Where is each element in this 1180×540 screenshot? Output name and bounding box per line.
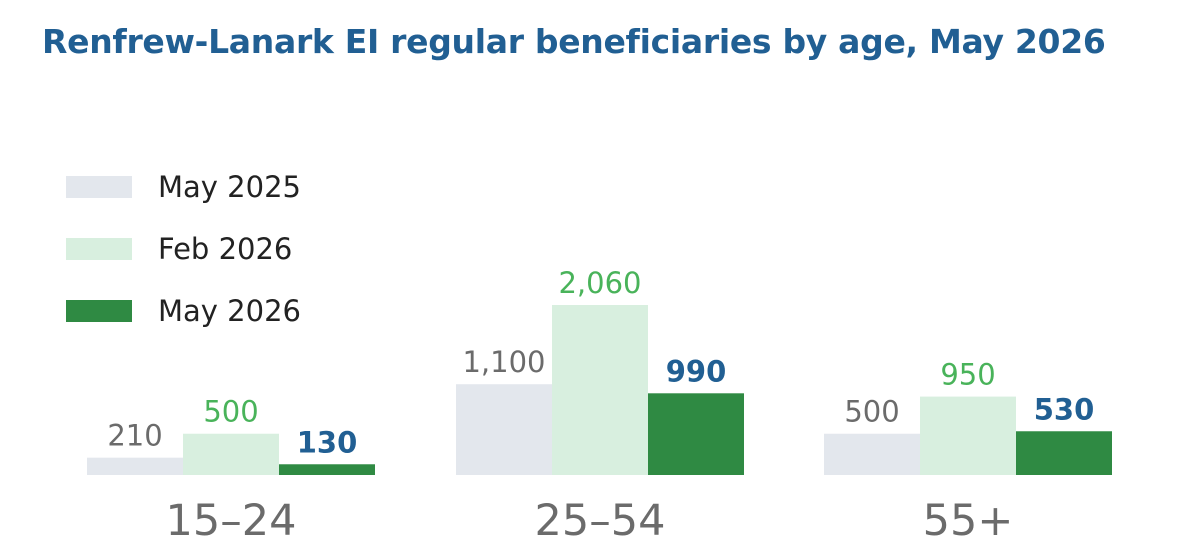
bar-3-1: [279, 464, 375, 475]
bar-3-3: [1016, 431, 1112, 475]
legend-label-2: Feb 2026: [158, 232, 292, 266]
value-label-1-2: 1,100: [462, 345, 545, 379]
chart-title: Renfrew-Lanark EI regular beneficiaries …: [42, 22, 1106, 61]
bar-2-2: [552, 305, 648, 475]
bar-1-3: [824, 433, 920, 475]
legend-swatch-1: [66, 176, 132, 198]
category-label-1: 15–24: [166, 496, 297, 540]
value-label-2-1: 500: [203, 395, 258, 429]
legend-swatch-2: [66, 238, 132, 260]
bar-2-1: [183, 433, 279, 475]
category-labels: 15–24 25–54 55+: [166, 496, 1014, 540]
value-label-2-3: 950: [940, 358, 995, 392]
value-label-3-2: 990: [666, 354, 727, 388]
value-label-1-1: 210: [107, 419, 162, 453]
legend: May 2025 Feb 2026 May 2026: [66, 170, 301, 328]
value-label-3-3: 530: [1034, 392, 1095, 426]
bar-3-2: [648, 393, 744, 475]
value-label-2-2: 2,060: [558, 266, 641, 300]
bar-1-2: [456, 384, 552, 475]
legend-label-1: May 2025: [158, 170, 301, 204]
category-label-3: 55+: [923, 496, 1014, 540]
bar-2-3: [920, 396, 1016, 475]
value-label-3-1: 130: [297, 425, 358, 459]
bars: [87, 305, 1112, 475]
value-labels: 210 500 130 1,100 2,060 990 500 950 530: [107, 266, 1094, 459]
legend-label-3: May 2026: [158, 294, 301, 328]
value-label-1-3: 500: [844, 395, 899, 429]
legend-swatch-3: [66, 300, 132, 322]
bar-1-1: [87, 457, 183, 475]
category-label-2: 25–54: [535, 496, 666, 540]
